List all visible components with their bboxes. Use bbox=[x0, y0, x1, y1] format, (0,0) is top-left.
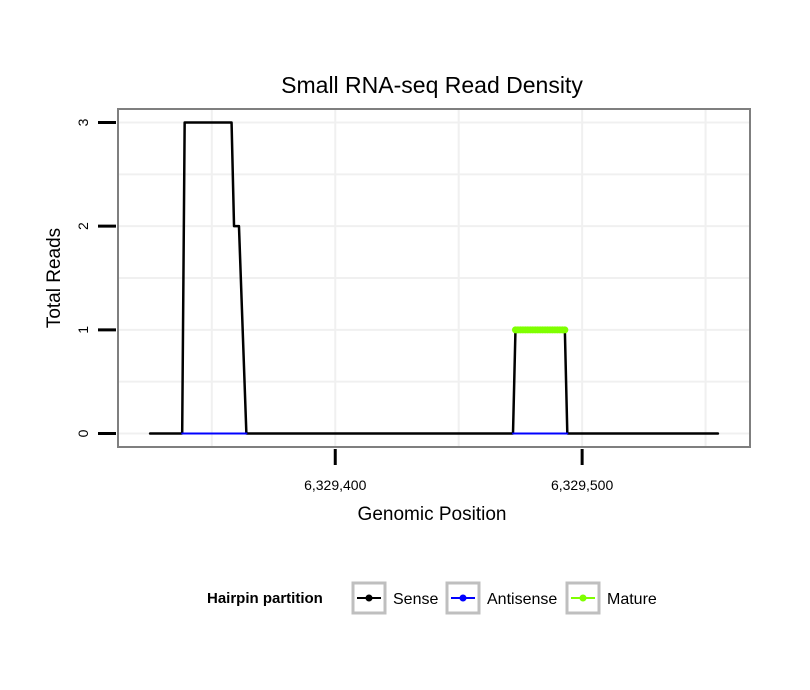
chart-title: Small RNA-seq Read Density bbox=[281, 72, 583, 98]
legend-key-point bbox=[459, 594, 467, 602]
y-tick-label: 3 bbox=[75, 118, 91, 126]
y-tick-label: 0 bbox=[75, 429, 91, 437]
legend-label-mature: Mature bbox=[607, 591, 657, 608]
series-layer bbox=[148, 121, 720, 435]
legend-key-point bbox=[579, 594, 587, 602]
x-tick-label: 6,329,500 bbox=[551, 477, 613, 493]
x-tick-label: 6,329,400 bbox=[304, 477, 366, 493]
plot-panel-border bbox=[117, 108, 751, 448]
legend-key-point bbox=[365, 594, 373, 602]
y-tick-label: 2 bbox=[75, 222, 91, 230]
axes: 0 1 2 3 6,329,400 6,329,500 bbox=[75, 118, 613, 493]
legend-label-antisense: Antisense bbox=[487, 591, 557, 608]
legend-title: Hairpin partition bbox=[207, 590, 323, 607]
series-sense-line bbox=[148, 121, 720, 435]
y-axis-title: Total Reads bbox=[44, 228, 65, 328]
legend-label-sense: Sense bbox=[393, 591, 438, 608]
x-axis-title: Genomic Position bbox=[358, 504, 507, 525]
y-tick-label: 1 bbox=[75, 326, 91, 334]
grid bbox=[118, 109, 750, 447]
series-mature-point bbox=[561, 326, 569, 334]
legend: Hairpin partition Sense Antisense Mature bbox=[207, 581, 657, 615]
